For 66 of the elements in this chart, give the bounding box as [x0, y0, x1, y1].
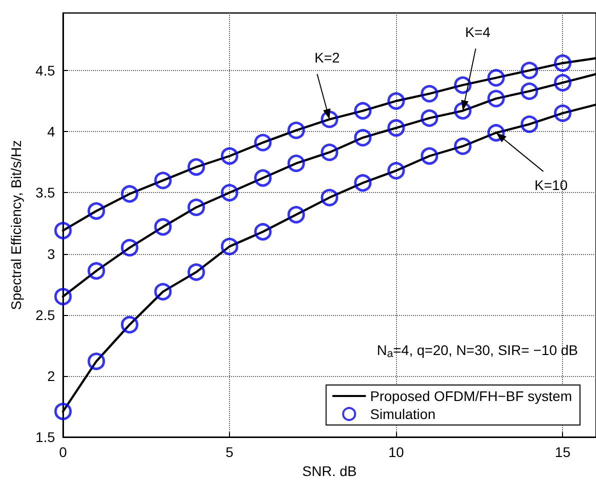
point — [154, 218, 172, 236]
point — [154, 172, 172, 190]
point — [554, 54, 572, 72]
y-tick-label: 1.5 — [36, 429, 56, 446]
point — [420, 84, 438, 102]
point — [220, 184, 238, 202]
point — [88, 352, 106, 370]
legend-label: Simulation — [370, 406, 436, 422]
annotation: K=2 — [314, 49, 340, 66]
x-axis-title: SNR. dB — [302, 463, 357, 479]
point — [320, 188, 338, 206]
point — [254, 169, 272, 187]
y-tick-label: 3.5 — [36, 184, 56, 201]
y-tick-label: 4 — [47, 124, 56, 140]
point — [88, 202, 106, 220]
point — [520, 82, 538, 100]
point — [320, 144, 338, 162]
point — [120, 238, 138, 256]
point — [254, 134, 272, 152]
point — [454, 137, 472, 155]
annotation: K=10 — [534, 176, 568, 193]
annotation: K=4 — [465, 24, 491, 40]
point — [420, 147, 438, 165]
point — [287, 154, 305, 172]
x-tick-label: 15 — [554, 444, 571, 460]
point — [354, 102, 372, 120]
point — [354, 128, 372, 146]
point — [188, 158, 205, 176]
point — [220, 147, 238, 165]
point — [188, 198, 205, 216]
point — [54, 288, 72, 306]
point — [154, 282, 172, 300]
point — [88, 262, 106, 280]
point — [420, 109, 438, 127]
y-tick-label: 2.5 — [36, 306, 56, 323]
point — [354, 174, 372, 192]
point — [120, 185, 138, 203]
point — [287, 206, 305, 224]
point — [487, 69, 505, 87]
point — [454, 102, 472, 120]
point — [54, 402, 72, 420]
point — [254, 223, 272, 241]
point — [188, 263, 205, 281]
x-tick-label: 0 — [59, 444, 68, 460]
legend-label: Proposed OFDM/FH−BF system — [370, 388, 572, 404]
point — [287, 122, 305, 140]
x-tick-label: 5 — [226, 444, 234, 460]
point — [454, 76, 472, 94]
point — [320, 110, 338, 128]
point — [487, 124, 505, 142]
y-axis-title: Spectral Efficiency, Bit/s/Hz — [8, 140, 24, 310]
point — [120, 316, 138, 334]
point — [387, 162, 405, 180]
x-tick-label: 10 — [388, 444, 404, 460]
point — [520, 115, 538, 133]
point — [387, 119, 405, 137]
y-tick-label: 3 — [47, 246, 56, 262]
y-tick-label: 2 — [47, 368, 56, 384]
point — [520, 62, 538, 80]
point — [554, 74, 572, 92]
y-tick-label: 4.5 — [36, 62, 56, 78]
point — [54, 222, 72, 240]
point — [220, 238, 238, 256]
point — [387, 92, 405, 110]
point — [487, 90, 505, 108]
point — [554, 104, 572, 122]
